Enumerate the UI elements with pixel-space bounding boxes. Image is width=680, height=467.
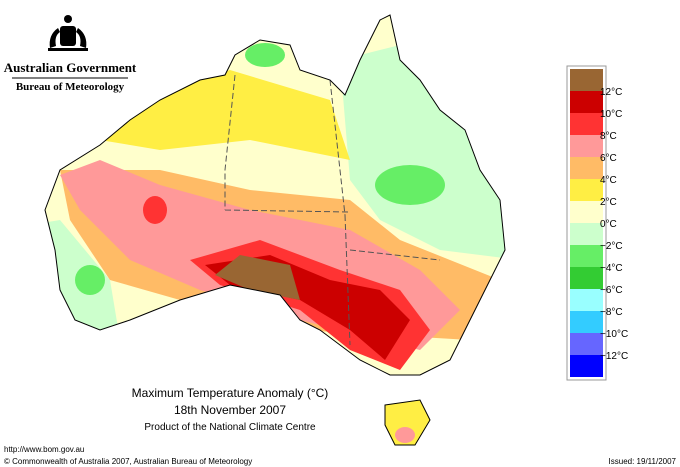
legend-label: 12°C xyxy=(600,87,622,98)
coastline xyxy=(44,14,506,446)
legend-swatch xyxy=(570,245,603,267)
bureau-name: Bureau of Meteorology xyxy=(16,81,125,93)
legend-label: −6°C xyxy=(600,285,623,296)
legend-swatch xyxy=(570,69,603,91)
legend-label: 8°C xyxy=(600,131,617,142)
map-credit: Product of the National Climate Centre xyxy=(144,422,316,433)
legend-swatch xyxy=(570,157,603,179)
legend-label: 6°C xyxy=(600,153,617,164)
legend-label: −10°C xyxy=(600,329,628,340)
legend-label: −4°C xyxy=(600,263,623,274)
footer-url: http://www.bom.gov.au xyxy=(4,445,84,454)
legend-swatch xyxy=(570,333,603,355)
legend-label: −2°C xyxy=(600,241,623,252)
legend-label: −12°C xyxy=(600,351,628,362)
government-name: Australian Government xyxy=(4,60,137,75)
footer-copyright: © Commonwealth of Australia 2007, Austra… xyxy=(4,457,252,466)
legend-swatch xyxy=(570,179,603,201)
legend-label: 10°C xyxy=(600,109,622,120)
map-title: Maximum Temperature Anomaly (°C) xyxy=(132,386,329,400)
legend-swatch xyxy=(570,355,603,377)
legend: 12°C 10°C 8°C 6°C 4°C 2°C 0°C −2°C −4°C −6°C −8°C −… xyxy=(566,65,628,381)
legend-swatch xyxy=(570,223,603,245)
coat-of-arms xyxy=(48,15,88,51)
legend-swatch xyxy=(570,289,603,311)
legend-swatch xyxy=(570,91,603,113)
legend-swatch xyxy=(570,311,603,333)
footer-issued: Issued: 19/11/2007 xyxy=(609,457,677,466)
legend-swatch xyxy=(570,267,603,289)
legend-label: 0°C xyxy=(600,219,617,230)
legend-swatch xyxy=(570,201,603,223)
legend-swatch xyxy=(570,113,603,135)
legend-swatch xyxy=(570,135,603,157)
legend-label: −8°C xyxy=(600,307,623,318)
map-date: 18th November 2007 xyxy=(174,403,286,417)
legend-label: 4°C xyxy=(600,175,617,186)
legend-label: 2°C xyxy=(600,197,617,208)
